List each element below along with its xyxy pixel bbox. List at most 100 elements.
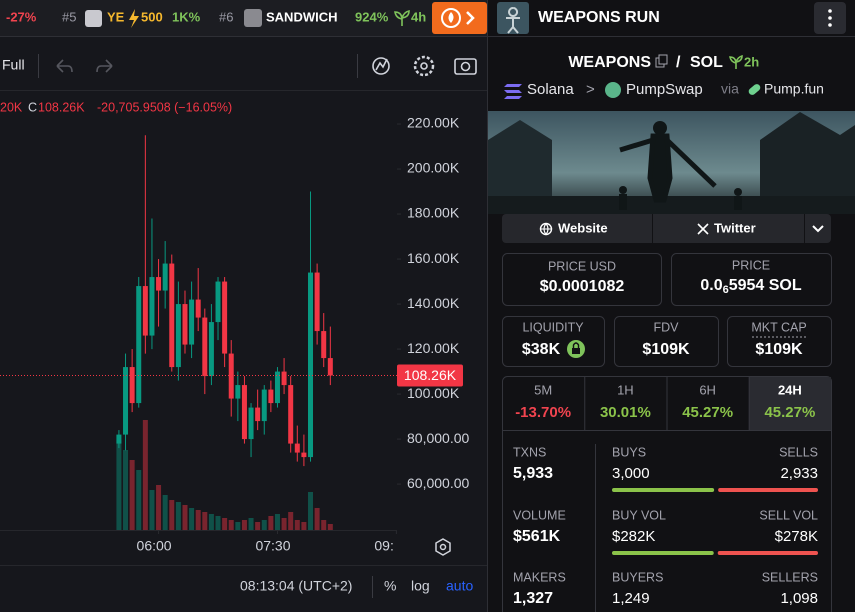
dex-name[interactable]: PumpSwap [626,81,703,98]
volume-bar [149,490,155,530]
icon [413,55,435,77]
trending-button[interactable] [432,2,487,34]
x-icon [697,223,709,235]
candle-body [222,281,228,354]
candle-body [202,317,208,377]
period-tab[interactable]: 24H 45.27% [748,377,831,430]
undo-button[interactable] [56,59,73,73]
icon [572,342,580,348]
stat-label: PRICE USD [548,259,616,273]
period-tab[interactable]: 1H 30.01% [584,377,651,430]
icon [828,9,832,13]
candle-body [169,263,175,368]
screenshot-button[interactable] [454,58,477,75]
more-links-button[interactable] [812,225,824,233]
candle-body [288,385,294,444]
tab-change: 45.27% [764,404,815,421]
icon [420,62,428,70]
sell-bar [718,488,818,492]
last-price-label: 108.26K [404,367,457,383]
volume-bar [175,502,181,530]
period-tab[interactable]: 5M -13.70% [515,382,571,421]
auto-toggle[interactable]: auto [446,578,473,594]
copy-button[interactable] [655,54,668,68]
icon [828,16,832,20]
volume-bar [235,522,241,530]
price-digits: 5954 SOL [729,277,802,294]
log-toggle[interactable]: log [411,578,430,594]
ticker-name: SANDWICH [266,9,338,24]
website-link[interactable]: Website [539,220,608,236]
period-tabs: 5M -13.70% 1H 30.01% 6H 45.27% 24H 45.27% [515,377,831,430]
volume-bar [294,520,300,530]
age-icon [729,54,743,69]
ticker[interactable]: -27% #5 YE 500 1K% #6 SANDWICH 924% 4h [6,9,426,28]
y-tick-label: 220.00K [407,115,460,131]
volume-bar [314,508,320,530]
candle-body [308,272,314,458]
interval-button[interactable]: Full [2,57,25,73]
twitter-link[interactable]: Twitter [697,220,756,235]
icon [435,538,451,556]
volume-bar [321,520,327,530]
chain-separator: > [586,81,595,98]
flame-icon [448,12,454,23]
axes: 220.00K 200.00K 180.00K 160.00K 140.00K 120.0… [137,115,470,554]
legend-change: -20,705.9508 (−16.05%) [97,100,232,114]
price-prefix: 0.0 [700,277,722,294]
candle-body [281,371,287,386]
indicator-button[interactable] [372,57,390,75]
activity-value: $278K [775,528,818,545]
redo-button[interactable] [96,59,113,73]
tab-label: 5M [534,382,552,397]
volume-bar [202,512,208,530]
launchpad-name[interactable]: Pump.fun [764,81,824,97]
price-zeros: 6 [723,284,729,296]
candle-body [248,407,254,440]
icon [439,543,447,551]
volume-bar [129,460,135,530]
activity-box [502,376,832,612]
candle-body [321,331,327,359]
links-bar [502,214,831,243]
legend-close: 108.26K [38,100,85,114]
ticker-rank: #6 [219,9,233,24]
figure [734,188,742,196]
volume-bar [261,520,267,530]
percent-toggle[interactable]: % [384,578,396,594]
volume-bar [215,516,221,530]
house [488,120,552,214]
y-tick-label: 100.00K [407,385,460,401]
dex-icon [605,82,621,98]
activity-label: TXNS [513,445,546,459]
volume-bar [208,514,214,530]
period-tab[interactable]: 6H 45.27% [666,377,733,430]
candle-body [136,286,142,404]
tab-label: 6H [699,382,716,397]
volume-bar [241,520,247,530]
activity-value: $561K [513,528,561,545]
candle-body [261,389,267,422]
candle-body [208,322,214,377]
link-label: Website [558,220,608,235]
candle-body [162,263,168,291]
volume-bar [268,516,274,530]
y-tick-label: 60,000.00 [407,475,469,491]
menu-button[interactable] [814,2,846,34]
ticker-rank: #5 [62,9,76,24]
y-tick-label: 180.00K [407,205,460,221]
settings-button[interactable] [413,55,435,77]
chain-name[interactable]: Solana [527,81,574,98]
launchpad-icon [748,84,761,95]
stat-label: FDV [654,320,680,334]
globe-icon [540,223,552,236]
figure [619,186,627,194]
candle-body [241,385,247,440]
activity-label: VOLUME [513,508,566,522]
via-text: via [721,81,739,97]
buy-bar [612,488,715,492]
axis-settings-button[interactable] [435,538,451,556]
icon [460,61,471,72]
chart-legend: 20K C 108.26K -20,705.9508 (−16.05%) [0,100,232,114]
ticker-change: 1K% [172,9,201,24]
